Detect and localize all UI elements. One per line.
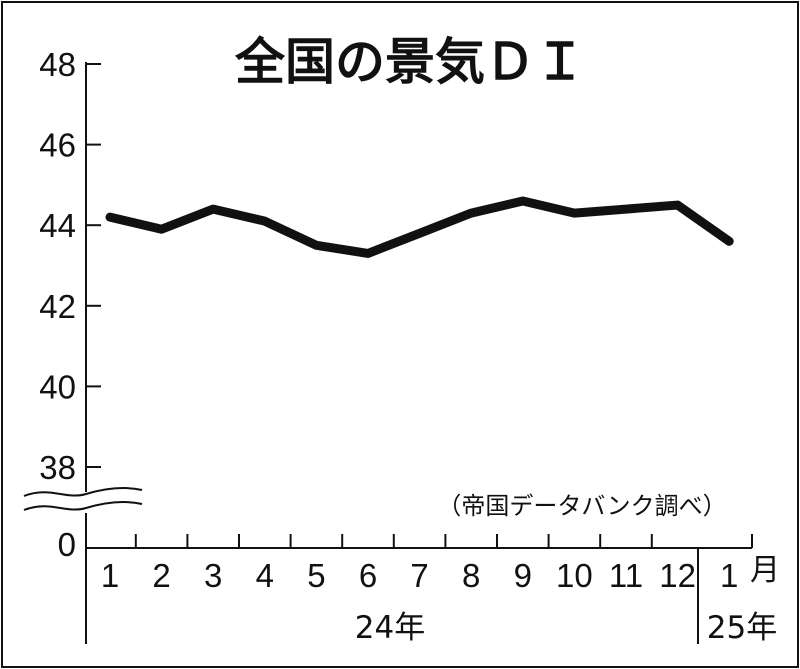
x-tick-label: 9 [514, 557, 532, 594]
y-tick-label: 48 [39, 46, 76, 83]
series-line [105, 196, 734, 258]
data-point [157, 225, 166, 234]
y-tick-label: 42 [39, 288, 76, 325]
data-point [518, 197, 527, 206]
series-group [105, 196, 734, 258]
x-tick-label: 7 [410, 557, 428, 594]
x-tick-label: 2 [152, 557, 170, 594]
x-tick-label: 3 [204, 557, 222, 594]
data-point [570, 209, 579, 218]
data-point [209, 205, 218, 214]
y-ticks: 48 46 44 42 40 38 [39, 46, 101, 486]
data-point [312, 241, 321, 250]
x-tick-label: 8 [462, 557, 480, 594]
data-point [725, 237, 734, 246]
x-tick-label: 5 [307, 557, 325, 594]
y-tick-label-zero: 0 [58, 526, 76, 563]
year-label-25: 25年 [707, 610, 777, 646]
x-tick-label: 1 [720, 557, 738, 594]
chart-title: 全国の景気ＤＩ [234, 33, 585, 91]
data-point [673, 201, 682, 210]
data-point [467, 209, 476, 218]
x-unit-label: 月 [750, 553, 780, 588]
x-tick-label: 10 [556, 557, 593, 594]
x-tick-label: 4 [256, 557, 274, 594]
axis-break-upper [23, 486, 143, 497]
y-tick-label: 46 [39, 127, 76, 164]
x-ticks: 1 2 3 4 5 6 7 8 9 10 11 12 1 [101, 534, 753, 594]
source-note: （帝国データバンク調べ） [437, 492, 726, 520]
data-point [260, 217, 269, 226]
data-point [364, 249, 372, 258]
axis-break-lower [23, 500, 143, 511]
y-tick-label: 44 [39, 207, 76, 244]
x-tick-label: 1 [101, 557, 119, 594]
y-tick-label: 40 [39, 368, 76, 405]
data-point [415, 229, 424, 238]
data-point [622, 205, 630, 214]
year-label-24: 24年 [355, 610, 425, 646]
x-tick-label: 11 [609, 557, 643, 594]
data-point [106, 213, 114, 222]
x-tick-label: 12 [659, 557, 696, 594]
y-tick-label: 38 [39, 449, 76, 486]
x-tick-label: 6 [359, 557, 377, 594]
